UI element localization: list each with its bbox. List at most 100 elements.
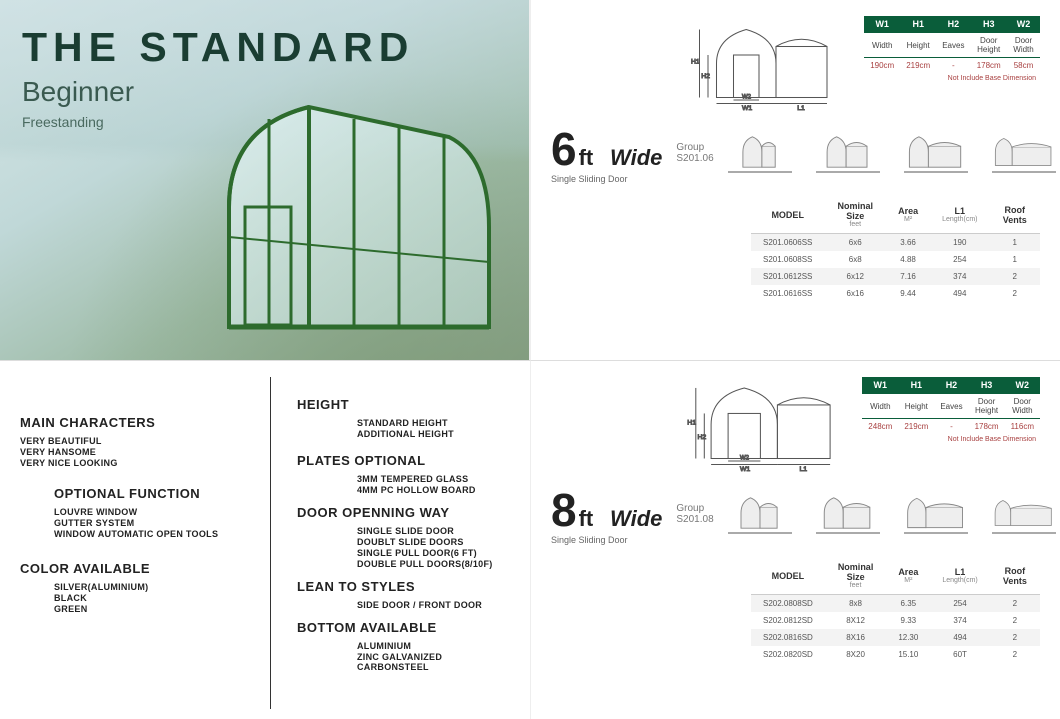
width-heading-8ft: 8ft Wide (551, 483, 662, 537)
table-header: AreaM² (886, 557, 930, 595)
table-cell: S202.0816SD (751, 629, 825, 646)
table-cell: 4.88 (886, 251, 930, 268)
greenhouse-thumb-icon (728, 494, 792, 534)
lean-heading: LEAN TO STYLES (297, 579, 510, 594)
list-item: LOUVRE WINDOW (54, 507, 260, 517)
greenhouse-thumb-icon (992, 494, 1056, 534)
table-cell: Door Height (969, 394, 1005, 419)
list-item: WINDOW AUTOMATIC OPEN TOOLS (54, 529, 260, 539)
table-cell: Door Width (1005, 394, 1040, 419)
table-header: L1Length(cm) (930, 196, 989, 234)
table-cell: 178cm (970, 58, 1007, 74)
svg-text:L1: L1 (800, 466, 808, 472)
table-cell: 12.30 (886, 629, 930, 646)
list-item: VERY HANSOME (20, 447, 260, 457)
table-header: L1Length(cm) (930, 557, 989, 595)
table-cell: 8X20 (825, 646, 886, 663)
table-cell: Width (862, 394, 898, 419)
list-item: SINGLE PULL DOOR(6 FT) (357, 548, 510, 558)
table-cell: 2 (990, 612, 1040, 629)
table-cell: S202.0820SD (751, 646, 825, 663)
table-cell: S201.0608SS (751, 251, 824, 268)
table-cell: 219cm (898, 419, 934, 435)
table-cell: - (936, 58, 970, 74)
table-cell: 374 (930, 268, 989, 285)
table-cell: 3.66 (886, 234, 930, 252)
table-header: Roof Vents (990, 196, 1041, 234)
svg-text:W1: W1 (742, 105, 752, 111)
table-cell: 178cm (969, 419, 1005, 435)
greenhouse-thumb-icon (816, 133, 880, 173)
table-row: S202.0816SD8X1612.304942 (751, 629, 1040, 646)
hero-tag: Freestanding (22, 114, 104, 130)
hero-title: THE STANDARD (22, 24, 414, 71)
table-header: W1 (864, 16, 900, 33)
table-cell: 2 (990, 629, 1040, 646)
table-cell: 494 (930, 629, 989, 646)
table-cell: Door Height (970, 33, 1007, 58)
table-cell: 248cm (862, 419, 898, 435)
list-item: VERY NICE LOOKING (20, 458, 260, 468)
list-item: DOUBLT SLIDE DOORS (357, 537, 510, 547)
list-item: GUTTER SYSTEM (54, 518, 260, 528)
svg-text:H2: H2 (698, 434, 707, 441)
six-ft-section: H1 H2 W1 W2 L1 W1H1H2H3W2 WidthHeightEav… (530, 0, 1060, 360)
table-header: Roof Vents (990, 557, 1040, 595)
svg-text:W2: W2 (742, 94, 751, 100)
table-row: S201.0616SS6x169.444942 (751, 285, 1040, 302)
table-header: Nominal Sizefeet (824, 196, 886, 234)
svg-text:W1: W1 (740, 466, 750, 472)
hero-subtitle: Beginner (22, 76, 134, 108)
size-thumbnails (728, 133, 1056, 173)
table-row: S202.0820SD8X2015.1060T2 (751, 646, 1040, 663)
table-header: H1 (898, 377, 934, 394)
greenhouse-illustration (209, 87, 499, 342)
dimension-table-8ft: W1H1H2H3W2 WidthHeightEavesDoor HeightDo… (862, 377, 1040, 445)
table-header: H1 (900, 16, 936, 33)
main-characters-heading: MAIN CHARACTERS (20, 415, 260, 430)
table-cell: 6.35 (886, 595, 930, 613)
list-item: DOUBLE PULL DOORS(8/10F) (357, 559, 510, 569)
plates-heading: PLATES OPTIONAL (297, 453, 510, 468)
table-cell: 219cm (900, 58, 936, 74)
table-cell: Width (864, 33, 900, 58)
table-cell: S202.0808SD (751, 595, 825, 613)
list-item: 3MM TEMPERED GLASS (357, 474, 510, 484)
height-heading: HEIGHT (297, 397, 510, 412)
table-cell: Door Width (1007, 33, 1040, 58)
door-heading: DOOR OPENNING WAY (297, 505, 510, 520)
width-heading-6ft: 6ft Wide (551, 122, 662, 176)
svg-text:W2: W2 (740, 455, 749, 461)
table-cell: Eaves (936, 33, 970, 58)
list-item: SINGLE SLIDE DOOR (357, 526, 510, 536)
svg-text:L1: L1 (797, 105, 805, 111)
table-cell: 15.10 (886, 646, 930, 663)
table-cell: 190cm (864, 58, 900, 74)
bottom-heading: BOTTOM AVAILABLE (297, 620, 510, 635)
table-cell: - (934, 419, 968, 435)
table-cell: 374 (930, 612, 989, 629)
list-item: 4MM PC HOLLOW BOARD (357, 485, 510, 495)
door-type-label: Single Sliding Door (551, 535, 662, 545)
table-row: S202.0812SD8X129.333742 (751, 612, 1040, 629)
table-cell: 116cm (1005, 419, 1040, 435)
group-code: S201.08 (676, 514, 713, 525)
color-available-heading: COLOR AVAILABLE (20, 561, 260, 576)
list-item: BLACK (54, 593, 260, 603)
dimension-note: Not Include Base Dimension (864, 73, 1040, 84)
table-cell: 2 (990, 595, 1040, 613)
table-cell: 2 (990, 268, 1041, 285)
table-cell: 254 (930, 251, 989, 268)
table-row: S202.0808SD8x86.352542 (751, 595, 1040, 613)
table-header: H2 (936, 16, 970, 33)
table-cell: 1 (990, 251, 1041, 268)
spec-table-6ft: MODELNominal SizefeetAreaM²L1Length(cm)R… (751, 196, 1040, 302)
table-cell: 58cm (1007, 58, 1040, 74)
table-cell: 494 (930, 285, 989, 302)
table-cell: 8X12 (825, 612, 886, 629)
table-header: W1 (862, 377, 898, 394)
group-code: S201.06 (676, 153, 713, 164)
table-header: MODEL (751, 557, 825, 595)
table-header: W2 (1005, 377, 1040, 394)
table-header: W2 (1007, 16, 1040, 33)
